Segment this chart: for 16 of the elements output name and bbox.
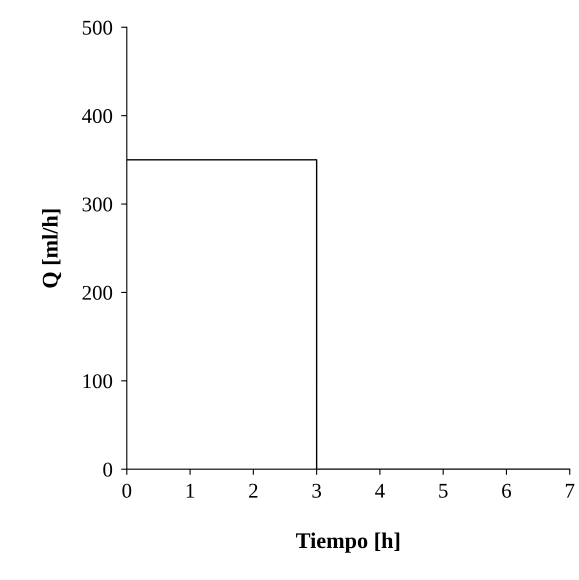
y-tick-label: 200 — [82, 286, 112, 300]
y-tick-label: 500 — [82, 20, 112, 35]
x-tick-label: 0 — [122, 484, 132, 498]
x-tick-label: 2 — [249, 484, 258, 498]
y-axis-title: Q [ml/h] — [42, 209, 62, 288]
x-tick-label: 7 — [566, 484, 574, 498]
x-tick-label: 5 — [439, 484, 448, 498]
y-tick-label: 400 — [82, 109, 112, 124]
x-tick-label: 1 — [186, 484, 194, 498]
y-tick-label: 100 — [83, 374, 112, 388]
x-tick-label: 3 — [312, 484, 322, 498]
x-tick-label: 4 — [375, 484, 385, 498]
x-tick-label: 6 — [502, 484, 512, 498]
y-tick-label: 300 — [82, 197, 112, 212]
x-axis-title: Tiempo [h] — [296, 532, 400, 553]
y-tick-label: 0 — [103, 462, 112, 477]
